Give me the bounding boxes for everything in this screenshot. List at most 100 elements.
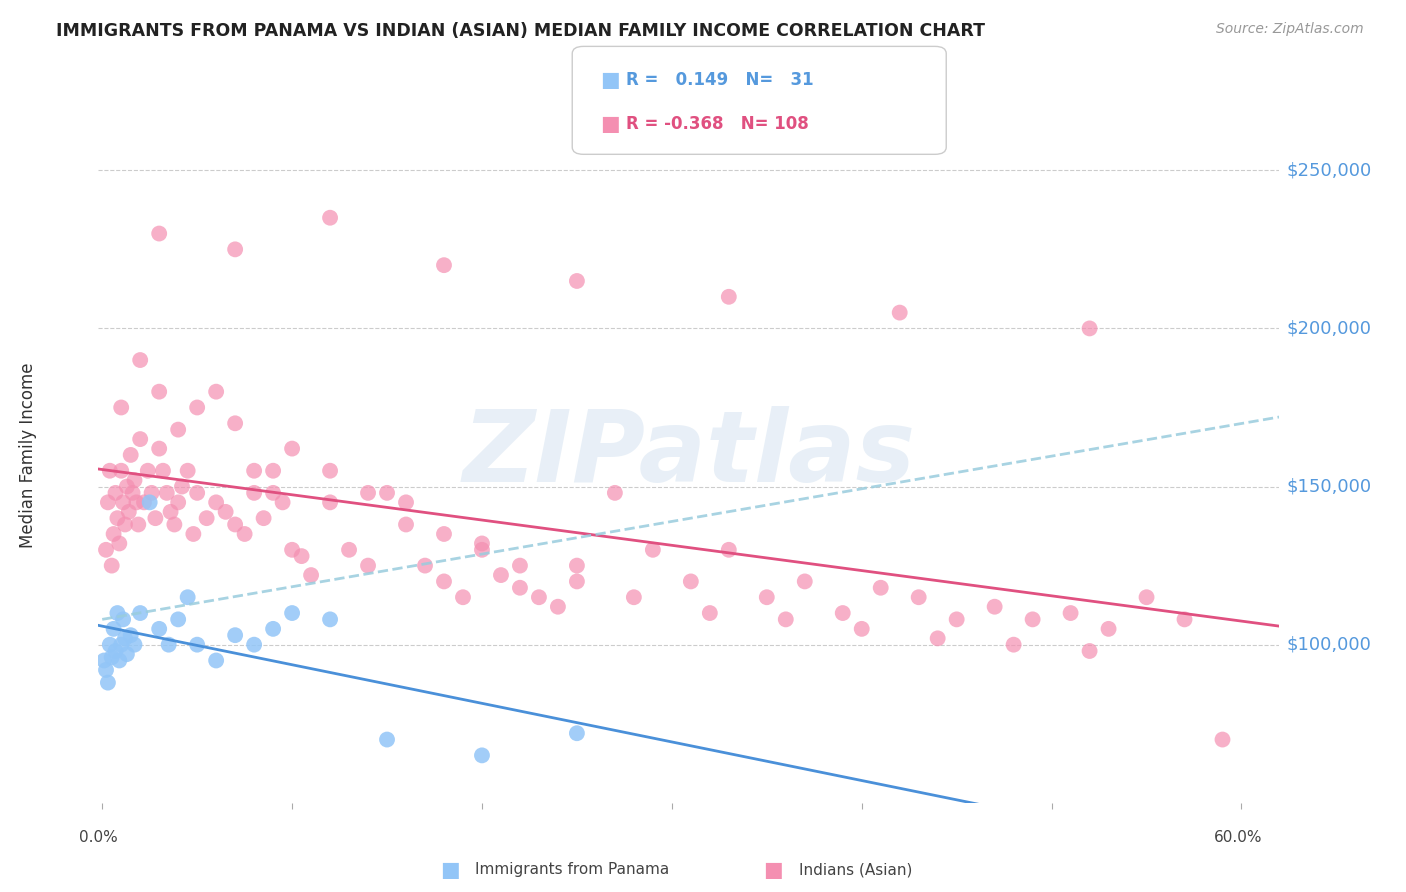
Point bbox=[156, 486, 179, 500]
Point bbox=[97, 675, 120, 690]
Point bbox=[145, 511, 167, 525]
Point bbox=[1021, 612, 1043, 626]
Point bbox=[471, 542, 494, 557]
Point bbox=[125, 495, 148, 509]
Point bbox=[945, 612, 967, 626]
Point bbox=[110, 401, 132, 415]
Point bbox=[224, 517, 246, 532]
Point bbox=[1173, 612, 1195, 626]
Point bbox=[163, 517, 186, 532]
Point bbox=[291, 549, 314, 563]
Point bbox=[195, 511, 218, 525]
Point bbox=[262, 464, 284, 478]
Point bbox=[357, 558, 380, 573]
Point bbox=[337, 542, 360, 557]
Point bbox=[831, 606, 853, 620]
Point bbox=[107, 511, 129, 525]
Point bbox=[148, 622, 170, 636]
Point bbox=[108, 536, 131, 550]
Point bbox=[565, 558, 588, 573]
Point bbox=[148, 227, 170, 241]
Point bbox=[159, 505, 181, 519]
Point bbox=[319, 612, 342, 626]
Point bbox=[121, 486, 143, 500]
Text: 0.0%: 0.0% bbox=[79, 830, 118, 845]
Point bbox=[299, 568, 322, 582]
Text: R = -0.368   N= 108: R = -0.368 N= 108 bbox=[626, 115, 808, 133]
Point bbox=[1002, 638, 1025, 652]
Point bbox=[152, 464, 174, 478]
Point bbox=[252, 511, 274, 525]
Point bbox=[224, 628, 246, 642]
Point bbox=[120, 628, 142, 642]
Point bbox=[167, 423, 190, 437]
Point bbox=[94, 542, 117, 557]
Text: 60.0%: 60.0% bbox=[1213, 830, 1263, 845]
Point bbox=[433, 574, 456, 589]
Point bbox=[136, 464, 159, 478]
Point bbox=[124, 473, 146, 487]
Point bbox=[183, 527, 205, 541]
Point bbox=[98, 464, 121, 478]
Point bbox=[186, 486, 208, 500]
Point bbox=[509, 581, 531, 595]
Point bbox=[717, 542, 740, 557]
Point bbox=[1211, 732, 1233, 747]
Point bbox=[775, 612, 797, 626]
Text: Median Family Income: Median Family Income bbox=[20, 362, 37, 548]
Point bbox=[375, 486, 398, 500]
Point bbox=[100, 558, 122, 573]
Point bbox=[114, 632, 136, 646]
Point bbox=[679, 574, 702, 589]
Point bbox=[271, 495, 294, 509]
Point bbox=[167, 495, 190, 509]
Point bbox=[170, 479, 193, 493]
Point bbox=[699, 606, 721, 620]
Point bbox=[100, 650, 122, 665]
Point bbox=[907, 591, 929, 605]
Point bbox=[527, 591, 550, 605]
Point bbox=[471, 536, 494, 550]
Point bbox=[1097, 622, 1119, 636]
Point bbox=[112, 612, 135, 626]
Text: ■: ■ bbox=[763, 860, 783, 880]
Point bbox=[395, 495, 418, 509]
Point bbox=[148, 442, 170, 456]
Point bbox=[98, 638, 121, 652]
Point bbox=[717, 290, 740, 304]
Point bbox=[224, 243, 246, 257]
Point bbox=[641, 542, 664, 557]
Point bbox=[319, 464, 342, 478]
Point bbox=[243, 638, 266, 652]
Point bbox=[565, 726, 588, 740]
Point bbox=[413, 558, 436, 573]
Point bbox=[851, 622, 873, 636]
Point bbox=[1078, 321, 1101, 335]
Point bbox=[755, 591, 778, 605]
Point bbox=[281, 606, 304, 620]
Point bbox=[281, 442, 304, 456]
Point bbox=[262, 622, 284, 636]
Point bbox=[138, 495, 160, 509]
Point bbox=[132, 495, 155, 509]
Text: ■: ■ bbox=[600, 114, 620, 134]
Point bbox=[889, 305, 911, 319]
Point bbox=[120, 448, 142, 462]
Point bbox=[433, 258, 456, 272]
Point bbox=[94, 663, 117, 677]
Point bbox=[451, 591, 474, 605]
Point bbox=[623, 591, 645, 605]
Point bbox=[547, 599, 569, 614]
Point bbox=[243, 464, 266, 478]
Text: ZIPatlas: ZIPatlas bbox=[463, 407, 915, 503]
Text: ■: ■ bbox=[600, 70, 620, 90]
Text: R =   0.149   N=   31: R = 0.149 N= 31 bbox=[626, 70, 813, 88]
Point bbox=[433, 527, 456, 541]
Point bbox=[869, 581, 891, 595]
Point bbox=[243, 486, 266, 500]
Point bbox=[110, 638, 132, 652]
Point bbox=[281, 542, 304, 557]
Point bbox=[262, 486, 284, 500]
Text: $200,000: $200,000 bbox=[1286, 319, 1371, 337]
Point bbox=[983, 599, 1005, 614]
